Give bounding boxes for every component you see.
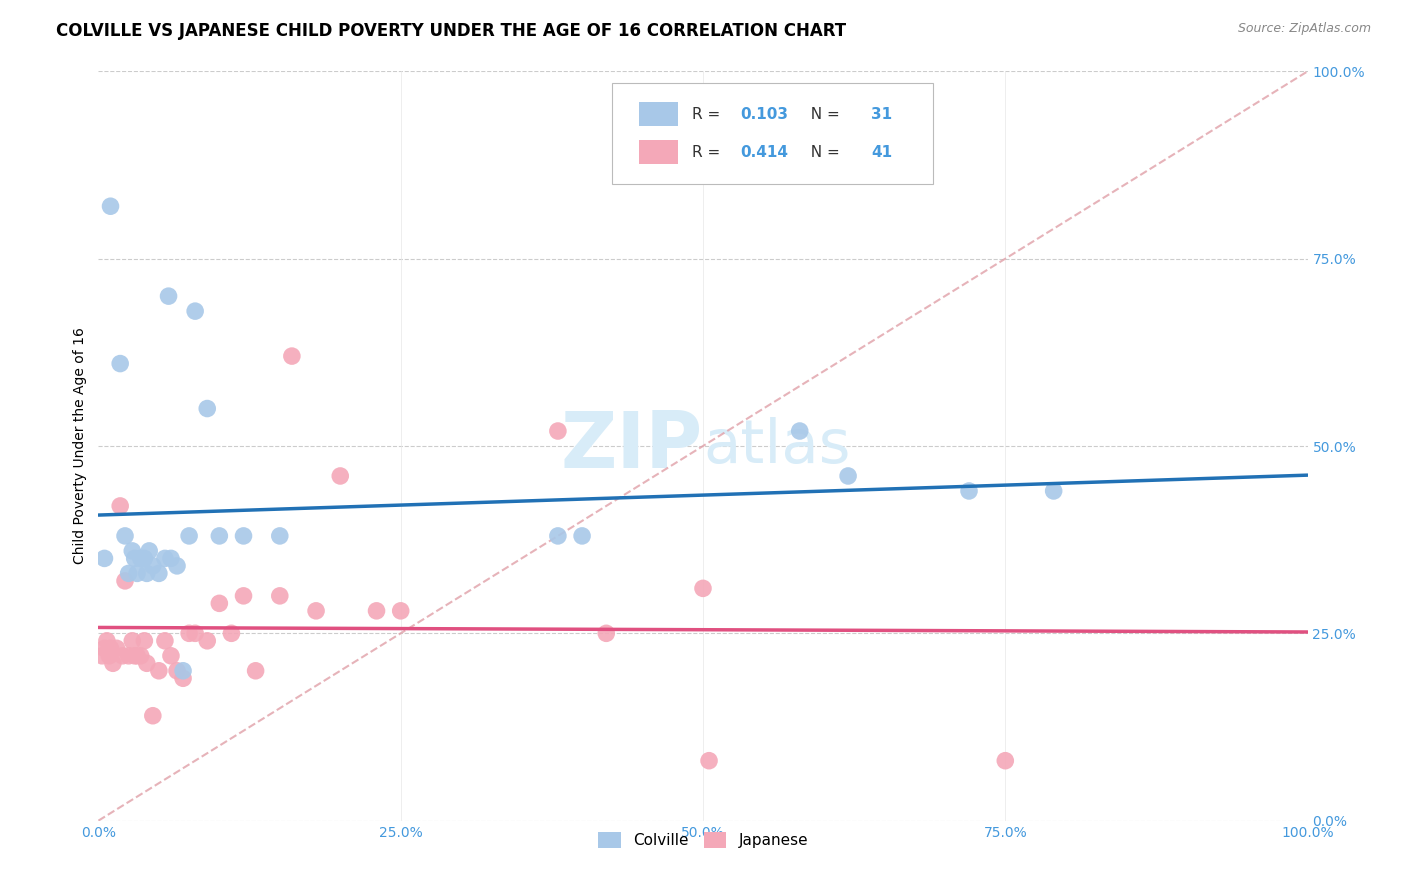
Point [179,529,201,543]
Text: 0.103: 0.103 [741,107,789,121]
Text: N =: N = [801,145,845,160]
Point [245,664,267,678]
Point [105,641,128,656]
Point [208,596,231,610]
Y-axis label: Child Poverty Under the Age of 16: Child Poverty Under the Age of 16 [73,327,87,565]
Point [121,544,143,558]
Point [697,754,720,768]
Point [114,574,136,588]
Point [221,626,243,640]
Point [195,401,218,416]
Point [232,589,254,603]
Point [108,357,131,371]
Point [127,566,149,581]
Point [93,641,115,656]
Point [269,589,291,603]
Point [108,499,131,513]
Point [208,529,231,543]
FancyBboxPatch shape [638,103,678,126]
Point [160,648,183,663]
Point [153,633,176,648]
Point [305,604,328,618]
Text: 41: 41 [872,145,893,160]
FancyBboxPatch shape [613,83,932,184]
Point [91,648,114,663]
Point [389,604,412,618]
Text: atlas: atlas [703,417,851,475]
Point [692,582,714,596]
Point [994,754,1017,768]
Point [134,633,156,648]
Legend: Colville, Japanese: Colville, Japanese [592,826,814,855]
Point [142,558,165,573]
Point [134,551,156,566]
Point [184,304,207,318]
Point [547,424,569,438]
Point [179,626,201,640]
Text: R =: R = [692,107,725,121]
Point [172,671,194,685]
Point [366,604,388,618]
Point [172,664,194,678]
Text: 31: 31 [872,107,893,121]
Point [166,558,188,573]
Point [157,289,180,303]
Point [127,648,149,663]
Point [957,483,980,498]
Point [96,633,118,648]
Point [269,529,291,543]
Point [160,551,183,566]
Text: N =: N = [801,107,845,121]
Text: ZIP: ZIP [561,408,703,484]
Point [232,529,254,543]
Point [153,551,176,566]
Point [100,199,122,213]
Point [138,544,160,558]
Point [111,648,134,663]
Point [329,469,352,483]
Point [118,648,141,663]
Point [148,566,170,581]
Point [184,626,207,640]
Point [124,648,146,663]
Point [142,708,165,723]
Point [195,633,218,648]
Point [129,551,152,566]
Point [571,529,593,543]
Point [118,566,141,581]
Point [166,664,188,678]
FancyBboxPatch shape [638,140,678,164]
Text: R =: R = [692,145,725,160]
Text: 0.414: 0.414 [741,145,789,160]
Point [148,664,170,678]
Point [129,648,152,663]
Point [114,529,136,543]
Point [547,529,569,543]
Text: COLVILLE VS JAPANESE CHILD POVERTY UNDER THE AGE OF 16 CORRELATION CHART: COLVILLE VS JAPANESE CHILD POVERTY UNDER… [56,22,846,40]
Point [789,424,811,438]
Point [93,551,115,566]
Point [281,349,304,363]
Point [837,469,859,483]
Point [135,566,157,581]
Point [1042,483,1064,498]
Text: Source: ZipAtlas.com: Source: ZipAtlas.com [1237,22,1371,36]
Point [121,633,143,648]
Point [101,657,124,671]
Point [100,641,122,656]
Point [135,657,157,671]
Point [124,551,146,566]
Point [595,626,617,640]
Point [98,648,121,663]
